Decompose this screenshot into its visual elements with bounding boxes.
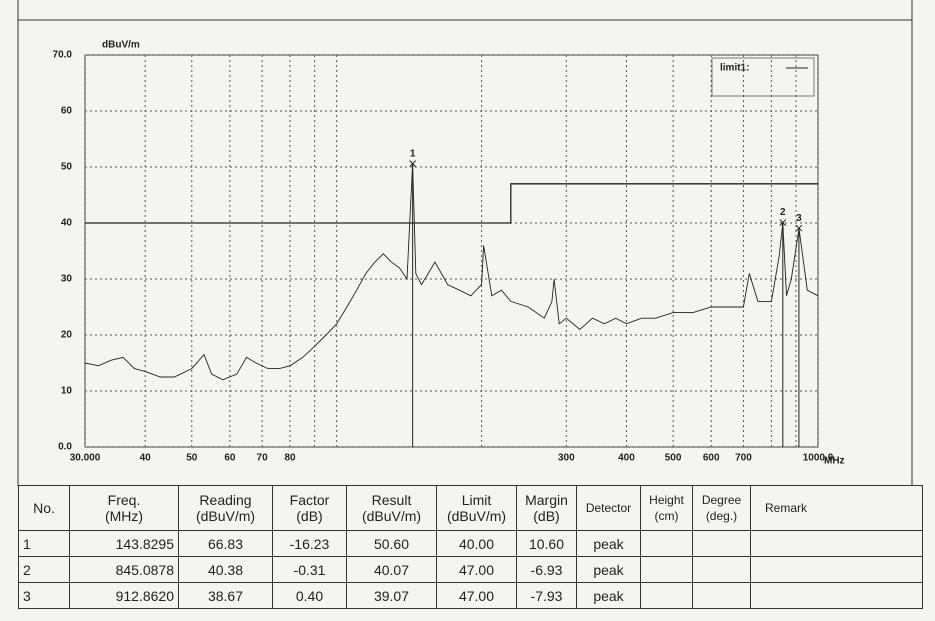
x-unit: MHz <box>824 456 845 467</box>
cell: -0.31 <box>272 556 347 583</box>
cell <box>750 582 923 609</box>
cell: 0.40 <box>272 582 347 609</box>
result-table: No. Freq. (MHz) Reading (dBuV/m) Factor (dB… <box>18 485 923 609</box>
y-tick-label: 30 <box>61 274 73 285</box>
x-tick-label: 600 <box>703 453 720 464</box>
y-unit: dBuV/m <box>102 40 140 51</box>
cell: 38.67 <box>178 582 273 609</box>
chart: dBuV/m MHz limit1: 0.0 10 20 30 40 50 60 70.0 30… <box>17 0 913 486</box>
data-row: 3 912.8620 38.67 0.40 39.07 47.00 -7.93 peak <box>18 582 923 609</box>
cell: 912.8620 <box>69 582 179 609</box>
header-cell: Height (cm) <box>640 485 693 531</box>
cell: 3 <box>18 582 70 609</box>
cell: -7.93 <box>516 582 577 609</box>
header-row: No. Freq. (MHz) Reading (dBuV/m) Factor (dB… <box>18 485 923 531</box>
y-tick-label: 40 <box>61 218 73 229</box>
cell <box>692 556 751 583</box>
x-tick-label: 30.000 <box>70 453 101 464</box>
trace-line <box>84 163 819 381</box>
y-tick-label: 20 <box>61 330 73 341</box>
marker-label: 1 <box>410 148 416 159</box>
x-tick-label: 300 <box>558 453 575 464</box>
y-tick-label: 50 <box>61 162 73 173</box>
cell: peak <box>576 582 641 609</box>
x-tick-label: 500 <box>665 453 682 464</box>
cell: 40.00 <box>436 530 517 557</box>
x-tick-label: 70 <box>257 453 269 464</box>
header-cell: Freq. (MHz) <box>69 485 179 531</box>
cell: 66.83 <box>178 530 273 557</box>
cell: 143.8295 <box>69 530 179 557</box>
marker-cross <box>779 219 787 226</box>
cell <box>750 556 923 583</box>
cell: 2 <box>18 556 70 583</box>
cell: -16.23 <box>272 530 347 557</box>
marker-cross <box>409 160 417 167</box>
x-tick-label: 50 <box>186 453 198 464</box>
cell: peak <box>576 556 641 583</box>
header-cell: Degree (deg.) <box>692 485 751 531</box>
cell <box>692 582 751 609</box>
limit-line <box>85 183 818 224</box>
cell: 40.38 <box>178 556 273 583</box>
chart-frame <box>17 19 913 486</box>
cell: -6.93 <box>516 556 577 583</box>
y-tick-label: 60 <box>61 106 73 117</box>
x-tick-label: 60 <box>224 453 236 464</box>
cell <box>640 582 693 609</box>
header-cell: Remark <box>750 485 923 531</box>
header-cell: No. <box>18 485 70 531</box>
header-cell: Reading (dBuV/m) <box>178 485 273 531</box>
cell: 47.00 <box>436 556 517 583</box>
y-tick-label: 0.0 <box>58 442 72 453</box>
cell: 845.0878 <box>69 556 179 583</box>
cell: 10.60 <box>516 530 577 557</box>
header-cell: Limit (dBuV/m) <box>436 485 517 531</box>
data-row: 1 143.8295 66.83 -16.23 50.60 40.00 10.60 peak <box>18 530 923 557</box>
marker-cross <box>795 224 803 232</box>
y-tick-label: 10 <box>61 386 73 397</box>
x-tick-label: 700 <box>735 453 752 464</box>
marker-label: 3 <box>796 213 802 224</box>
legend-label: limit1: <box>720 63 749 74</box>
data-row: 2 845.0878 40.38 -0.31 40.07 47.00 -6.93 peak <box>18 556 923 583</box>
cell: 50.60 <box>346 530 437 557</box>
legend-box <box>711 57 815 97</box>
cell: 1 <box>18 530 70 557</box>
cell <box>640 556 693 583</box>
x-tick-label: 1000.0 <box>803 453 834 464</box>
header-cell: Margin (dB) <box>516 485 577 531</box>
cell <box>640 530 693 557</box>
x-tick-label: 80 <box>284 453 296 464</box>
cell: 47.00 <box>436 582 517 609</box>
header-cell: Factor (dB) <box>272 485 347 531</box>
marker-label: 2 <box>780 207 786 218</box>
header-cell: Detector <box>576 485 641 531</box>
cell <box>750 530 923 557</box>
header-cell: Result (dBuV/m) <box>346 485 437 531</box>
cell: 40.07 <box>346 556 437 583</box>
cell: 39.07 <box>346 582 437 609</box>
x-tick-label: 40 <box>140 453 152 464</box>
x-tick-label: 400 <box>618 453 635 464</box>
y-tick-label: 70.0 <box>53 50 73 61</box>
cell <box>692 530 751 557</box>
cell: peak <box>576 530 641 557</box>
plot-area <box>84 54 819 448</box>
